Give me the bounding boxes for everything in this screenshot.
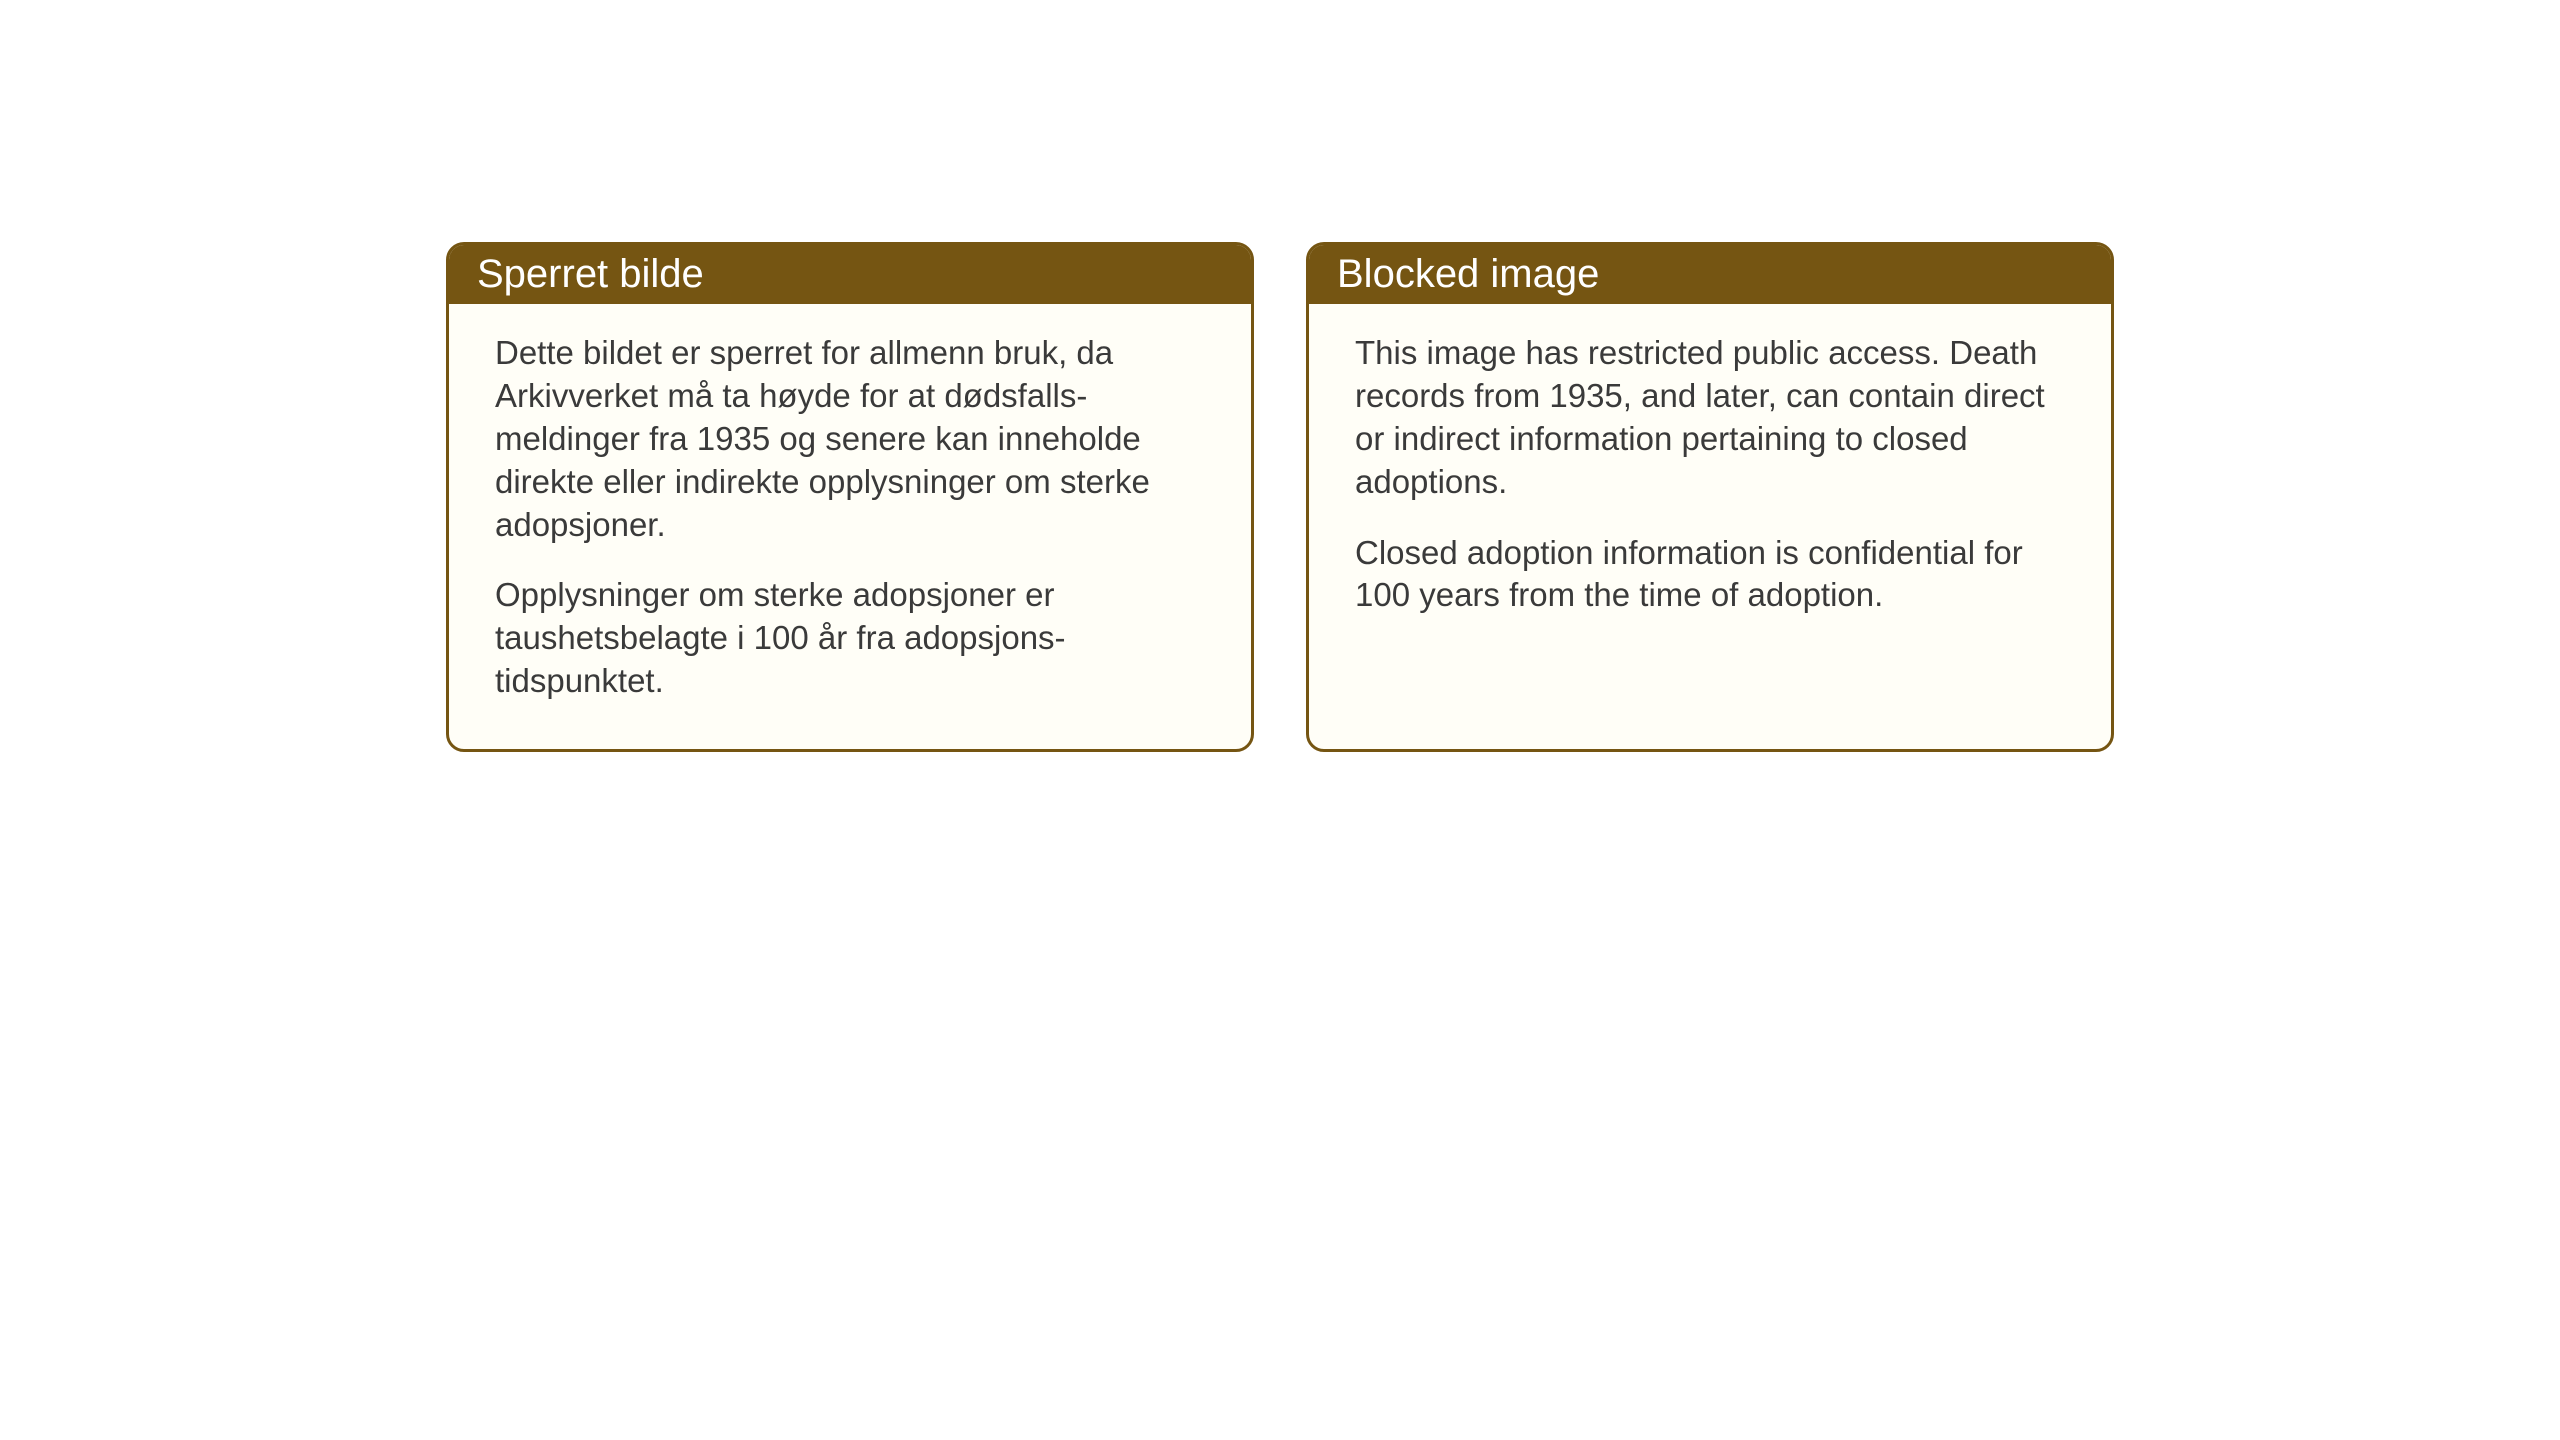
card-body-english: This image has restricted public access.… — [1309, 304, 2111, 657]
notice-cards-container: Sperret bilde Dette bildet er sperret fo… — [446, 242, 2114, 752]
card-paragraph-1-english: This image has restricted public access.… — [1355, 332, 2065, 504]
card-paragraph-1-norwegian: Dette bildet er sperret for allmenn bruk… — [495, 332, 1205, 546]
card-title-english: Blocked image — [1337, 252, 1599, 296]
card-paragraph-2-norwegian: Opplysninger om sterke adopsjoner er tau… — [495, 574, 1205, 703]
card-title-norwegian: Sperret bilde — [477, 252, 704, 296]
blocked-image-card-norwegian: Sperret bilde Dette bildet er sperret fo… — [446, 242, 1254, 752]
card-body-norwegian: Dette bildet er sperret for allmenn bruk… — [449, 304, 1251, 743]
blocked-image-card-english: Blocked image This image has restricted … — [1306, 242, 2114, 752]
card-paragraph-2-english: Closed adoption information is confident… — [1355, 532, 2065, 618]
card-header-norwegian: Sperret bilde — [449, 245, 1251, 304]
card-header-english: Blocked image — [1309, 245, 2111, 304]
